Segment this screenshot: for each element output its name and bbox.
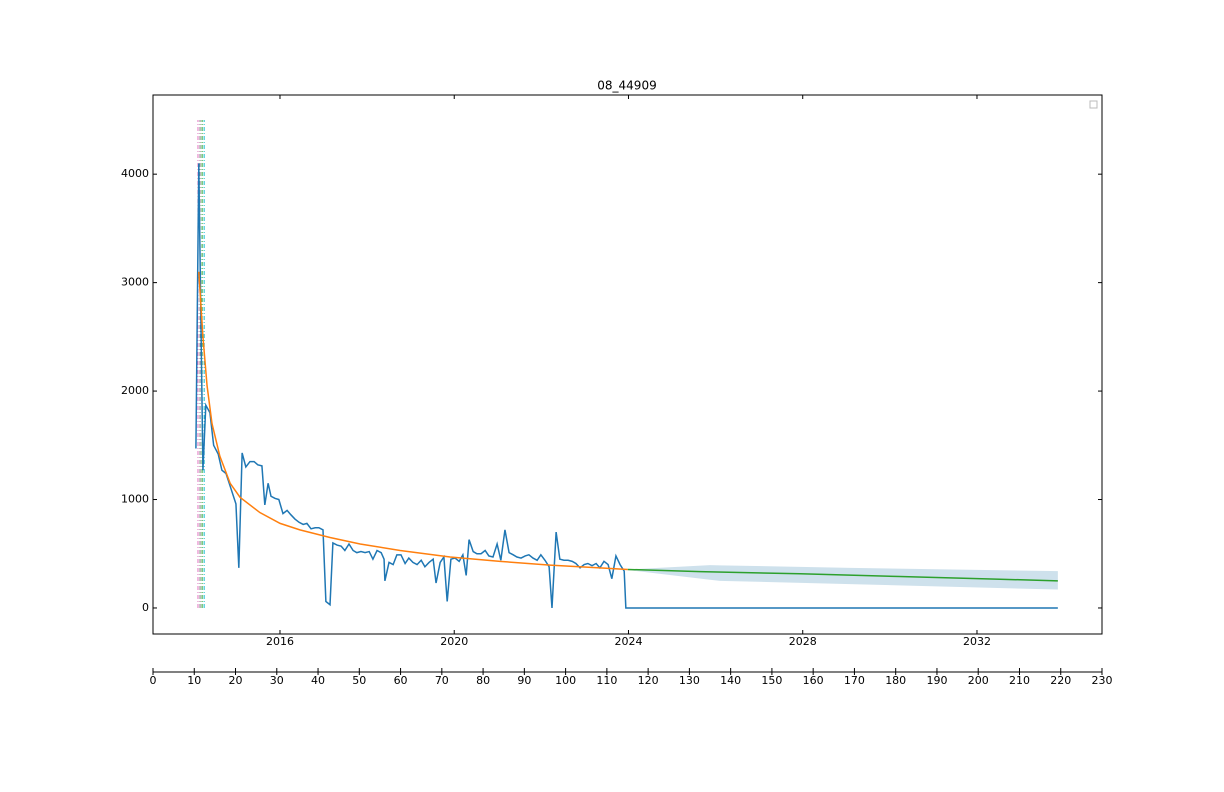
x-tick-label: 200	[968, 674, 989, 687]
x-tick-label: 210	[1009, 674, 1030, 687]
x-tick-label: 70	[435, 674, 449, 687]
chart-title: 08_44909	[597, 79, 656, 93]
x-tick-label: 10	[187, 674, 201, 687]
x-tick-label: 80	[476, 674, 490, 687]
date-tick-label: 2032	[963, 635, 991, 648]
y-tick-label: 4000	[121, 167, 149, 180]
date-tick-label: 2024	[614, 635, 642, 648]
legend-box	[1089, 100, 1098, 109]
y-tick-label: 2000	[121, 384, 149, 397]
y-tick-label: 1000	[121, 493, 149, 506]
date-tick-label: 2020	[440, 635, 468, 648]
x-tick-label: 170	[844, 674, 865, 687]
x-tick-label: 110	[596, 674, 617, 687]
series-line	[198, 271, 628, 571]
x-tick-label: 190	[926, 674, 947, 687]
x-tick-label: 30	[270, 674, 284, 687]
series-line	[195, 163, 1058, 609]
y-tick-label: 3000	[121, 276, 149, 289]
x-tick-label: 230	[1092, 674, 1113, 687]
x-tick-label: 130	[679, 674, 700, 687]
x-tick-label: 220	[1050, 674, 1071, 687]
plot-area	[195, 119, 1058, 609]
x-tick-label: 50	[352, 674, 366, 687]
series-line	[627, 568, 1058, 582]
x-tick-label: 140	[720, 674, 741, 687]
date-tick-label: 2016	[266, 635, 294, 648]
x-tick-label: 40	[311, 674, 325, 687]
x-tick-label: 160	[803, 674, 824, 687]
plot-frame	[152, 94, 1103, 635]
x-tick-label: 100	[555, 674, 576, 687]
x-tick-label: 0	[150, 674, 157, 687]
x-tick-label: 120	[638, 674, 659, 687]
x-tick-label: 20	[229, 674, 243, 687]
confidence-band	[627, 565, 1058, 590]
x-tick-label: 60	[394, 674, 408, 687]
x-tick-label: 150	[761, 674, 782, 687]
date-tick-label: 2028	[789, 635, 817, 648]
x-tick-label: 90	[517, 674, 531, 687]
x-tick-label: 180	[885, 674, 906, 687]
y-tick-label: 0	[142, 601, 149, 614]
